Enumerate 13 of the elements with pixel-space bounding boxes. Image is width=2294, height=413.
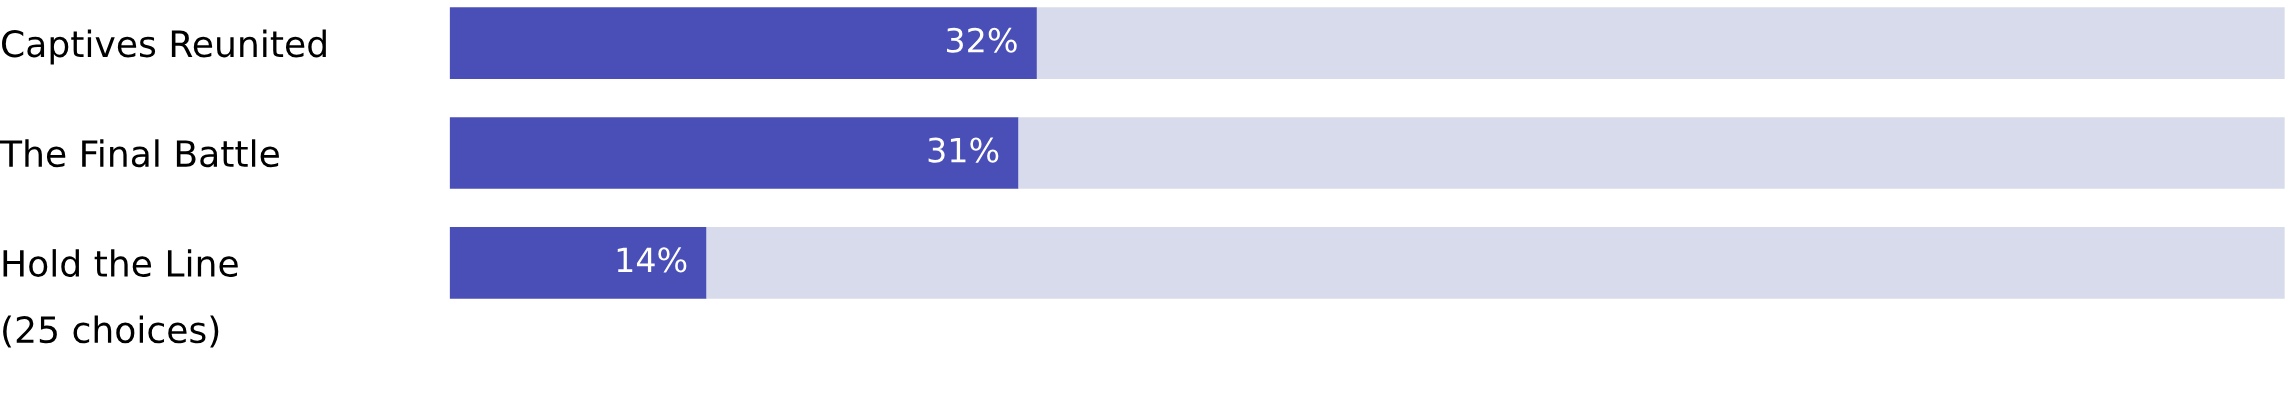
bar	[1036, 7, 2285, 80]
y-tick-label: Captives Reunited	[2, 29, 326, 65]
y-tick-label: The Final Battle	[0, 139, 279, 168]
bar	[449, 7, 1037, 80]
data-label: 31%	[928, 137, 999, 163]
bar	[449, 226, 707, 299]
bar	[706, 226, 2285, 299]
bar	[1018, 117, 2285, 189]
y-tick-label: Hold the Line	[3, 249, 238, 278]
text: (25 choices)	[3, 315, 219, 348]
bar	[449, 117, 1019, 189]
data-label: 14%	[617, 247, 687, 273]
data-label: 32%	[946, 27, 1017, 53]
